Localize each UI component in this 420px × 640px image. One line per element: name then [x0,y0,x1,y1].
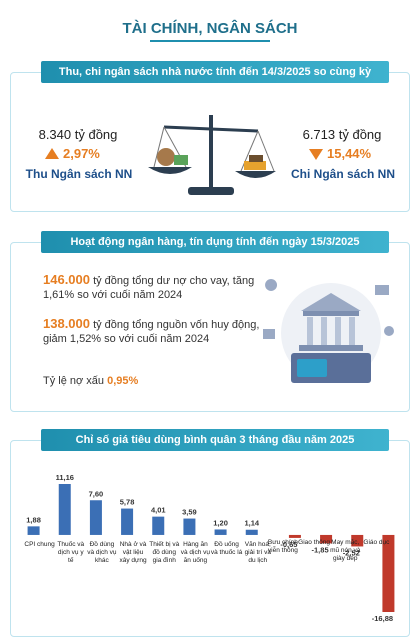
value-label: -0,65 [280,540,297,549]
value-label: 11,16 [56,473,74,482]
revenue-amount: 8.340 tỷ đồng [38,127,118,142]
banking-section: Hoạt động ngân hàng, tín dụng tính đến n… [10,231,410,412]
category-label: Nhà ở và vật liệu xây dựng [119,540,147,564]
value-label: 1,20 [213,518,228,527]
value-label: -16,88 [372,614,393,623]
page-title: TÀI CHÍNH, NGÂN SÁCH [122,20,298,37]
section-banner: Thu, chi ngân sách nhà nước tính đến 14/… [41,61,389,83]
budget-section: Thu, chi ngân sách nhà nước tính đến 14/… [10,61,410,212]
value-label: -2,52 [343,548,360,557]
value-label: 3,59 [182,508,197,517]
deposit-item: 138.000 tỷ đồng tổng nguồn vốn huy động,… [43,317,263,346]
bad-debt-item: Tỷ lệ nợ xấu 0,95% [43,375,138,387]
title-rule [150,40,270,42]
value-label: 5,78 [120,498,135,507]
bar [183,518,196,535]
bad-debt-value: 0,95% [107,375,139,387]
value-label: 1,14 [244,519,259,528]
bar [214,529,227,535]
credit-text: tỷ đồng tổng dư nợ cho vay, tăng 1,61% s… [43,275,255,301]
category-label: May mặc, mũ nón và giày dép [330,538,361,562]
category-label: Đồ uống và thuốc lá [210,540,243,556]
scale-illustration [148,115,276,195]
bad-debt-text: Tỷ lệ nợ xấu [43,375,105,387]
category-label: Bưu chính viễn thông [267,538,298,554]
revenue-change: 2,97% [63,146,100,161]
section-banner: Hoạt động ngân hàng, tín dụng tính đến n… [41,231,389,253]
value-label: 4,01 [151,506,166,515]
category-label: Giao thông [298,538,330,546]
bar [382,534,395,612]
bar [121,508,134,535]
value-label: 1,88 [26,515,41,524]
section-banner: Chỉ số giá tiêu dùng bình quân 3 tháng đ… [41,429,389,451]
category-label: CPI chung [24,540,55,548]
category-label: Văn hoá, giải trí và du lịch [244,540,271,564]
credit-item: 146.000 tỷ đồng tổng dư nợ cho vay, tăng… [43,273,263,302]
expense-change: 15,44% [327,146,372,161]
value-label: -1,85 [312,545,329,554]
value-label: 7,60 [89,489,104,498]
category-label: Hàng ăn và dịch vụ ăn uống [180,540,211,564]
bar [245,529,258,535]
down-arrow [309,149,323,160]
category-label: Thuốc và dịch vụ y tế [57,540,85,564]
bar [152,516,165,535]
deposit-value: 138.000 [43,316,90,331]
category-label: Đồ dùng và dịch vụ khác [87,540,117,564]
bar [27,526,40,535]
expense-label: Chi Ngân sách NN [290,167,395,181]
bar [89,500,102,535]
bar [288,534,301,538]
deposit-text: tỷ đồng tổng nguồn vốn huy động, giảm 1,… [43,319,260,345]
bar [351,534,364,547]
revenue-label: Thu Ngân sách NN [25,167,133,181]
category-label: Thiết bị và đồ dùng gia đình [149,540,180,564]
expense-amount: 6.713 tỷ đồng [302,127,382,142]
credit-value: 146.000 [43,272,90,287]
category-label: Giáo dục [363,538,390,546]
up-arrow [45,148,59,159]
bar [320,534,333,544]
bank-illustration [263,279,394,383]
bar [58,484,71,535]
cpi-section: Chỉ số giá tiêu dùng bình quân 3 tháng đ… [10,429,410,637]
